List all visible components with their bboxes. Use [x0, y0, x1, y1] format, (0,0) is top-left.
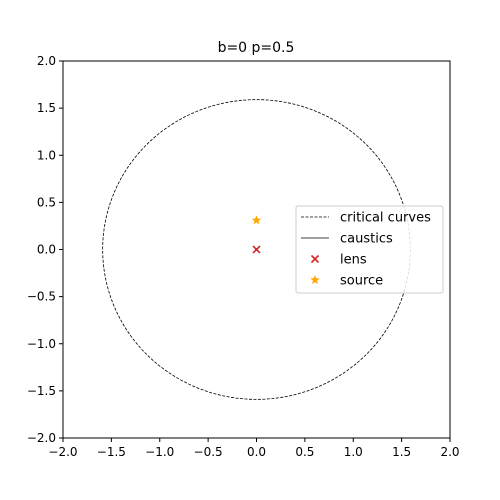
legend-label-source: source	[340, 274, 383, 289]
x-tick-label: 0.5	[295, 445, 314, 459]
x-tick-label: 2.0	[440, 445, 459, 459]
y-tick-label: 0.0	[37, 243, 56, 257]
x-tick-label: −1.5	[97, 445, 126, 459]
y-tick-label: −1.5	[27, 384, 56, 398]
axis-ticks: −2.0 −1.5 −1.0 −0.5 0.0 0.5 1.0 1.5 2.0 −2.0 −1.5 −…	[27, 54, 460, 459]
legend-handle-source	[310, 275, 320, 285]
legend-label-critical-curves: critical curves	[340, 211, 431, 226]
source-marker	[251, 215, 262, 225]
x-tick-label: 0.0	[247, 445, 266, 459]
y-tick-label: 2.0	[37, 54, 56, 68]
lens-marker	[252, 245, 261, 254]
chart-title: b=0 p=0.5	[218, 40, 295, 56]
legend-label-caustics: caustics	[340, 232, 393, 247]
y-tick-label: −1.0	[27, 337, 56, 351]
y-tick-label: 1.0	[37, 148, 56, 162]
legend-handle-lens	[310, 254, 320, 264]
y-tick-label: 0.5	[37, 195, 56, 209]
y-tick-label: 1.5	[37, 101, 56, 115]
x-tick-label: −2.0	[48, 445, 77, 459]
x-tick-label: 1.5	[392, 445, 411, 459]
legend: critical curves caustics lens source	[295, 205, 444, 294]
y-tick-label: −0.5	[27, 290, 56, 304]
x-tick-label: −1.0	[145, 445, 174, 459]
x-tick-label: −0.5	[194, 445, 223, 459]
plot-frame	[62, 60, 451, 439]
x-tick-label: 1.0	[344, 445, 363, 459]
legend-box	[295, 205, 444, 294]
y-tick-label: −2.0	[27, 431, 56, 445]
legend-label-lens: lens	[340, 253, 367, 268]
